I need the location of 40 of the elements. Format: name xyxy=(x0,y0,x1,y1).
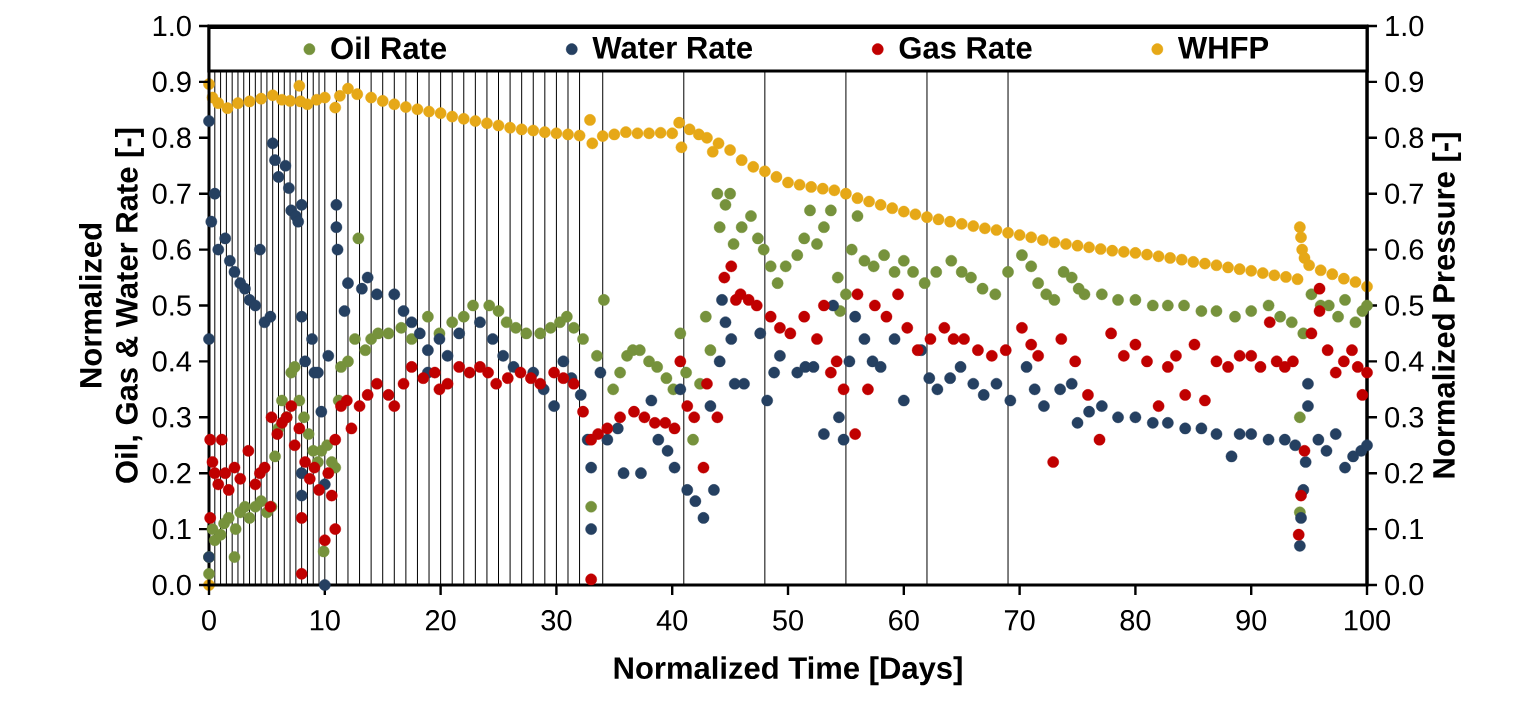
y-tick-label: 0.4 xyxy=(152,351,192,372)
legend-label: WHFP xyxy=(1177,37,1269,59)
x-axis-title: Normalized Time [Days] xyxy=(614,656,962,686)
x-tick-label: 80 xyxy=(1120,610,1151,631)
y-tick-label: 0.7 xyxy=(152,183,191,204)
x-tick-label: 90 xyxy=(1236,610,1267,631)
y-tick-label: 0.0 xyxy=(152,574,191,596)
y-tick-label: 0.8 xyxy=(152,127,191,149)
x-tick-label: 10 xyxy=(310,610,340,631)
legend-label: Gas Rate xyxy=(899,36,1032,59)
y2-tick-label: 0.6 xyxy=(1385,239,1424,260)
y2-tick-label: 0.1 xyxy=(1385,518,1423,540)
y-tick-label: 1.0 xyxy=(153,15,191,37)
y2-tick-label: 1.0 xyxy=(1386,15,1424,37)
x-tick-label: 20 xyxy=(425,610,456,631)
x-tick-label: 60 xyxy=(889,610,919,631)
y2-tick-label: 0.4 xyxy=(1385,351,1424,372)
y-tick-label: 0.2 xyxy=(152,462,191,484)
y-tick-label: 0.9 xyxy=(152,71,191,93)
x-tick-label: 50 xyxy=(773,610,803,631)
y-tick-label: 0.1 xyxy=(152,518,191,540)
y2-tick-label: 0.0 xyxy=(1385,574,1424,596)
x-tick-label: 0 xyxy=(202,610,216,631)
x-tick-label: 100 xyxy=(1345,610,1391,631)
x-tick-label: 40 xyxy=(656,610,688,631)
y-axis-title: Normalized Oil, Gas & Water Rate [-] xyxy=(79,128,144,483)
x-tick-label: 70 xyxy=(1004,610,1035,631)
y2-axis-title: Normalized Pressure [-] xyxy=(1432,133,1462,478)
y2-tick-label: 0.3 xyxy=(1385,407,1424,428)
y-tick-label: 0.6 xyxy=(152,239,191,260)
y2-tick-label: 0.7 xyxy=(1385,183,1423,204)
legend-label: Oil Rate xyxy=(331,36,447,60)
y2-tick-label: 0.8 xyxy=(1385,127,1424,149)
y2-tick-label: 0.5 xyxy=(1385,295,1424,316)
y-tick-label: 0.3 xyxy=(152,407,191,428)
y-tick-label: 0.5 xyxy=(152,295,191,316)
x-tick-label: 30 xyxy=(541,610,572,631)
y2-tick-label: 0.9 xyxy=(1385,71,1424,93)
y2-tick-label: 0.2 xyxy=(1385,462,1423,484)
legend-label: Water Rate xyxy=(592,37,753,59)
